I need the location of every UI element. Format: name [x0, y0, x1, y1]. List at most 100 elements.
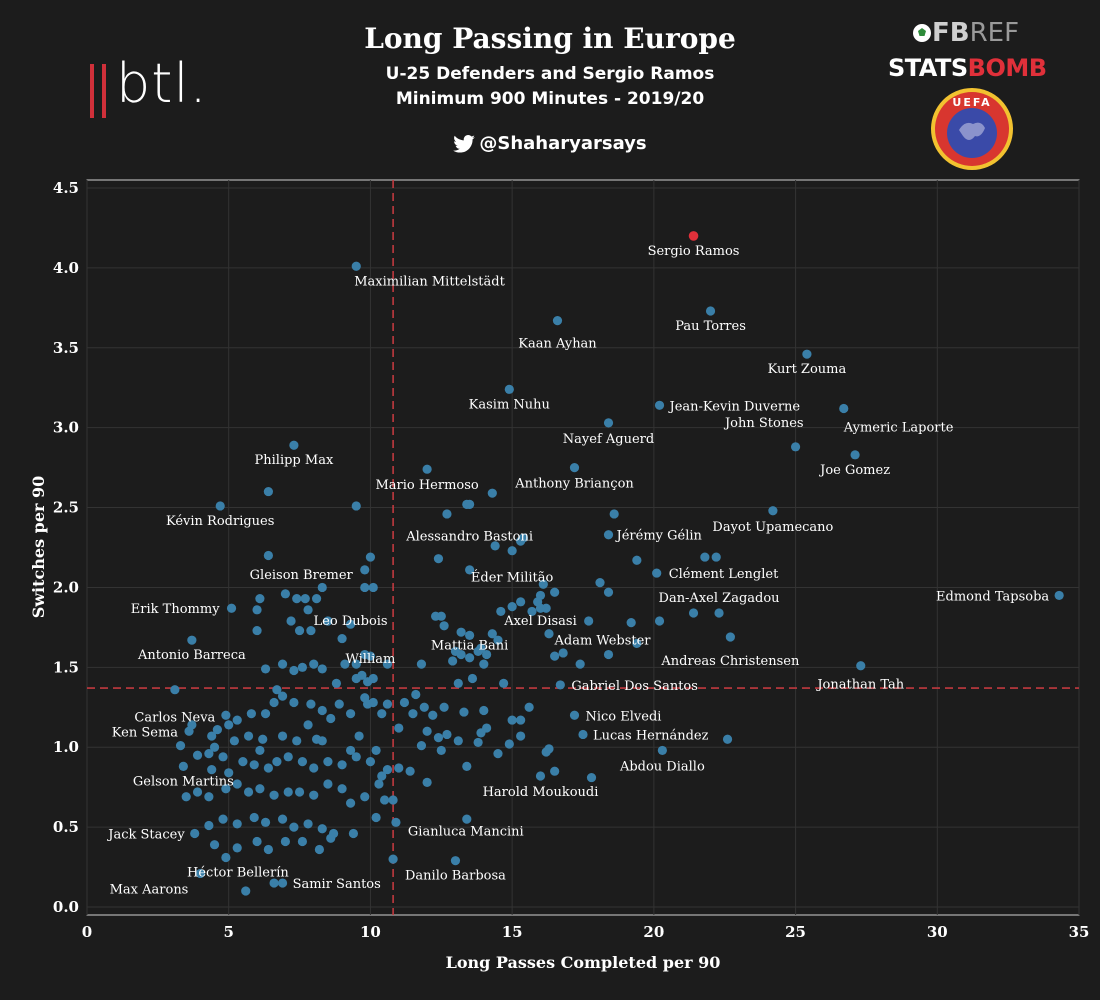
data-point	[482, 649, 492, 660]
data-point	[479, 705, 489, 716]
data-point	[527, 606, 537, 617]
point-label: Adam Webster	[553, 634, 651, 649]
data-point-labeled	[705, 306, 716, 316]
data-point-labeled	[535, 603, 546, 613]
data-point	[436, 745, 446, 756]
data-point	[360, 693, 370, 703]
data-point	[436, 611, 446, 621]
data-point	[207, 731, 217, 741]
data-point	[722, 734, 733, 744]
data-point-labeled	[1054, 590, 1064, 601]
data-point	[232, 715, 242, 725]
data-point-labeled	[360, 565, 370, 575]
data-point	[354, 731, 364, 741]
data-point	[263, 550, 273, 561]
data-point	[394, 763, 404, 773]
point-label: Éder Militão	[471, 570, 554, 586]
data-point	[260, 709, 271, 719]
point-label: Kasim Nuhu	[469, 397, 550, 412]
data-point	[382, 659, 393, 669]
y-axis-label: Switches per 90	[29, 476, 48, 619]
point-label: Mario Hermoso	[375, 478, 478, 493]
reference-lines	[87, 180, 1079, 915]
data-point	[314, 844, 325, 855]
point-label: Kurt Zouma	[768, 362, 847, 377]
data-point-labeled	[170, 685, 180, 695]
data-point	[252, 836, 262, 847]
data-point	[204, 792, 214, 802]
data-point	[297, 836, 308, 847]
data-point	[292, 736, 302, 746]
data-point	[277, 659, 288, 669]
grid-lines	[86, 180, 1080, 915]
data-point	[311, 594, 322, 604]
data-point	[575, 659, 585, 669]
data-point	[490, 541, 500, 551]
data-point	[309, 763, 319, 773]
data-point	[422, 777, 432, 787]
data-point	[507, 602, 517, 612]
data-point	[272, 757, 282, 767]
data-point	[334, 699, 344, 709]
x-tick-label: 15	[502, 923, 523, 941]
point-label: Edmond Tapsoba	[936, 589, 1049, 604]
data-point	[377, 771, 387, 781]
data-point	[255, 784, 265, 794]
point-label: Ken Sema	[112, 725, 178, 740]
data-point	[309, 659, 319, 669]
y-tick-label: 3.5	[53, 339, 79, 357]
data-point-labeled	[657, 745, 667, 756]
data-point	[382, 764, 393, 775]
data-point-labeled	[465, 630, 475, 640]
point-label: Clément Lenglet	[669, 567, 779, 582]
data-point-labeled	[654, 400, 665, 410]
data-point	[283, 752, 293, 762]
x-tick-label: 0	[82, 923, 92, 941]
x-axis-label: Long Passes Completed per 90	[446, 953, 721, 972]
data-point	[419, 702, 429, 712]
data-point	[224, 720, 234, 730]
fbref-fb: FB	[932, 18, 970, 48]
data-point	[465, 565, 475, 575]
data-point	[326, 833, 336, 843]
data-point	[204, 749, 214, 759]
data-point	[459, 707, 469, 717]
data-point	[456, 649, 466, 660]
point-label: Alessandro Bastoni	[405, 529, 533, 544]
point-label: Kévin Rodrigues	[166, 514, 274, 529]
data-point	[496, 606, 506, 617]
x-tick-label: 20	[643, 923, 664, 941]
data-point-labeled	[768, 506, 778, 516]
data-point	[711, 552, 721, 562]
data-point	[348, 828, 359, 839]
point-label: John Stones	[723, 416, 804, 431]
data-point-labeled	[569, 710, 580, 720]
data-point	[181, 792, 191, 802]
point-label: Philipp Max	[255, 453, 334, 468]
data-point	[326, 713, 336, 724]
data-point	[422, 726, 432, 736]
data-point	[294, 787, 305, 797]
data-point	[246, 709, 256, 719]
data-point	[323, 779, 333, 789]
data-point	[243, 731, 254, 741]
data-point	[192, 750, 203, 760]
data-point	[249, 812, 259, 823]
uefa-logo-text: UEFA	[952, 96, 991, 109]
data-point	[252, 605, 262, 615]
data-point-labeled	[603, 530, 614, 540]
btl-logo-text: btl.	[116, 52, 208, 115]
data-point	[323, 757, 333, 767]
data-point	[345, 745, 356, 756]
data-point	[317, 664, 327, 674]
data-point-labeled	[504, 384, 514, 394]
x-tick-label: 25	[785, 923, 806, 941]
data-point	[272, 685, 282, 695]
point-label: Maximilian Mittelstädt	[354, 274, 505, 289]
data-point-labeled	[184, 726, 194, 736]
point-label: Jean-Kevin Duverne	[668, 399, 801, 414]
data-point-labeled	[535, 771, 546, 781]
data-point	[371, 812, 381, 823]
data-point	[323, 616, 333, 626]
